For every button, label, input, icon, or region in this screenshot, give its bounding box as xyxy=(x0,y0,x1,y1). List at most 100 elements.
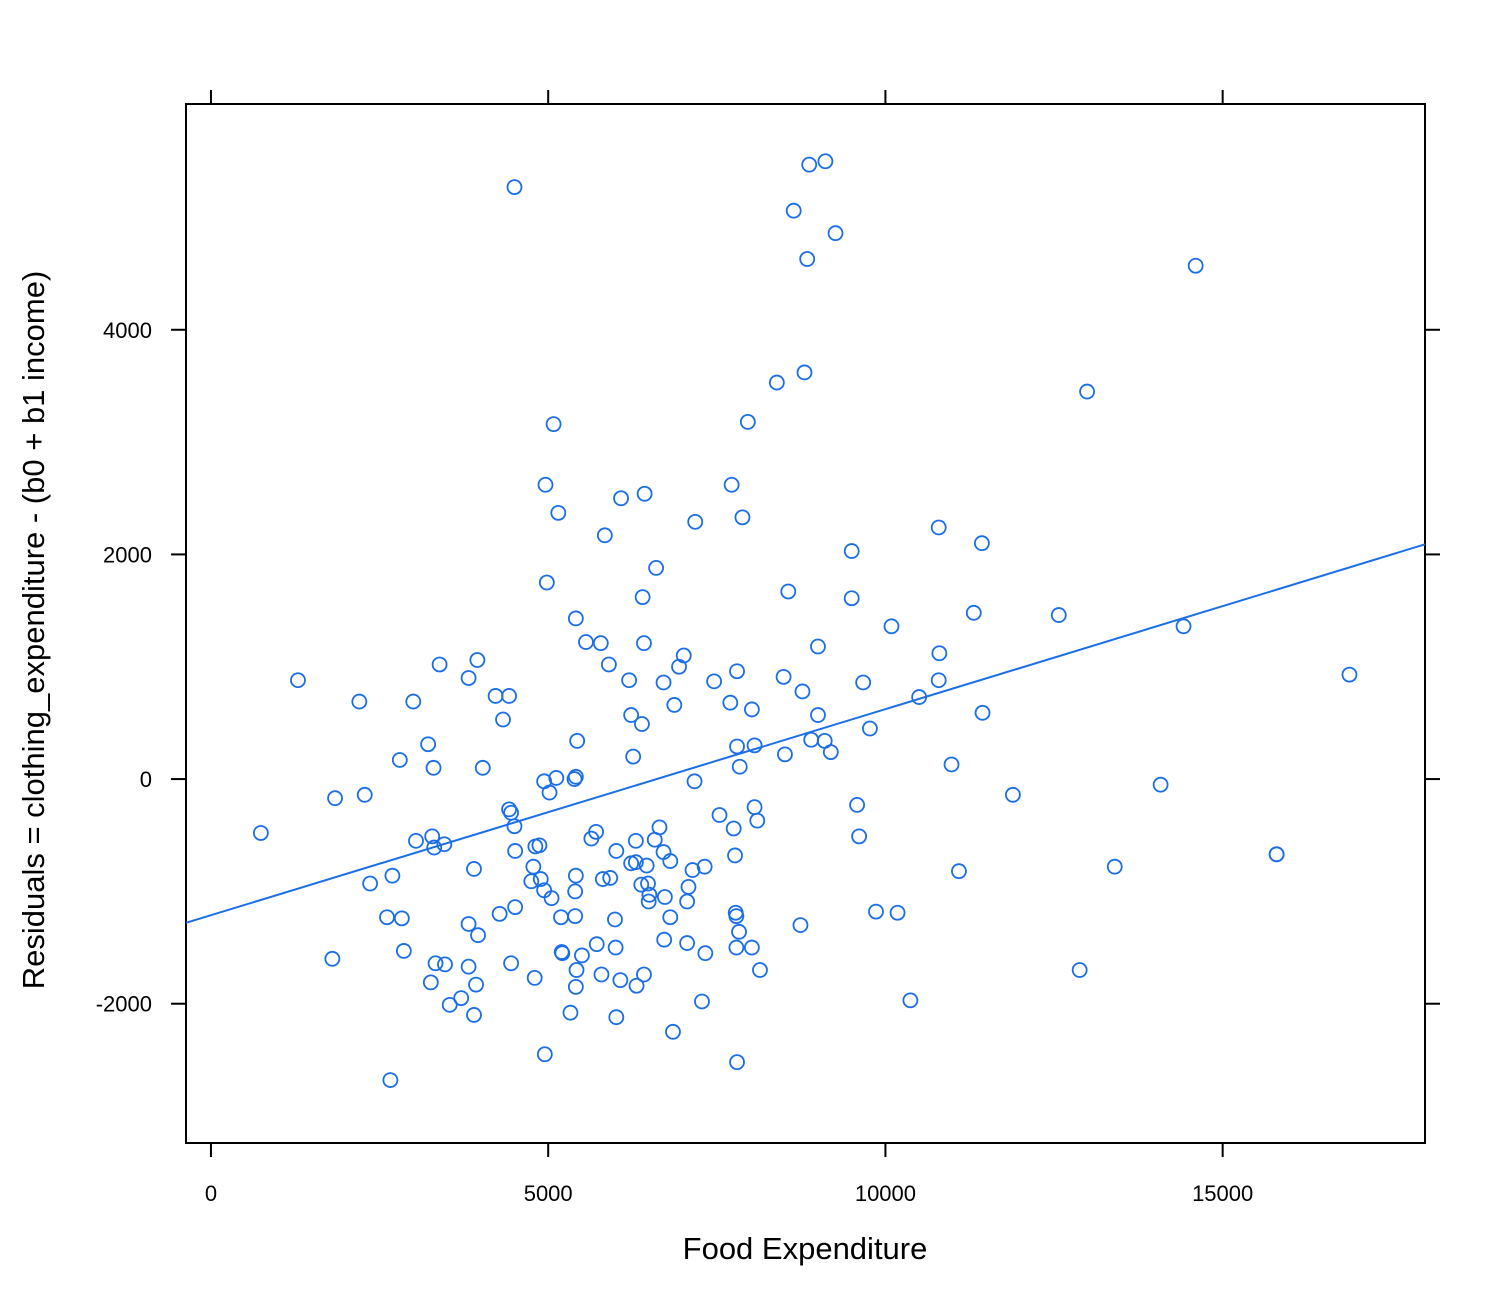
data-point xyxy=(640,893,657,910)
data-point xyxy=(594,871,611,887)
data-point xyxy=(656,931,673,948)
data-point xyxy=(633,876,650,893)
data-point xyxy=(568,962,585,978)
data-point xyxy=(799,251,816,267)
data-point xyxy=(843,590,860,607)
data-point xyxy=(862,720,878,737)
data-point xyxy=(441,996,458,1013)
data-point xyxy=(729,1054,745,1071)
data-point xyxy=(437,956,453,973)
regression-line xyxy=(185,543,1426,924)
data-point xyxy=(506,818,523,835)
data-point xyxy=(843,543,860,559)
data-point xyxy=(501,688,517,704)
data-point xyxy=(1050,607,1067,623)
data-point xyxy=(965,604,982,621)
data-point xyxy=(930,519,947,536)
data-point xyxy=(607,939,624,956)
data-point xyxy=(391,752,408,768)
data-point xyxy=(706,673,723,690)
data-point xyxy=(602,870,619,886)
data-point xyxy=(627,832,644,849)
data-point xyxy=(749,812,766,829)
data-point xyxy=(324,950,341,967)
data-point xyxy=(466,1007,482,1023)
x-tick-label: 0 xyxy=(205,1181,217,1206)
data-point xyxy=(436,836,453,853)
data-point xyxy=(810,638,826,655)
data-point xyxy=(593,966,610,983)
data-point xyxy=(796,364,813,381)
data-point xyxy=(671,658,687,675)
data-points xyxy=(252,153,1358,1088)
data-point xyxy=(507,843,524,859)
data-point xyxy=(592,635,609,652)
data-point xyxy=(679,893,696,910)
data-point xyxy=(531,837,548,854)
data-point xyxy=(785,202,802,219)
data-point xyxy=(729,663,745,680)
data-point xyxy=(1175,618,1192,635)
data-point xyxy=(636,485,653,502)
data-point xyxy=(694,993,710,1010)
x-tick-label: 15000 xyxy=(1192,1181,1253,1206)
data-point xyxy=(679,935,696,951)
data-point xyxy=(665,1023,681,1040)
data-point xyxy=(596,527,613,544)
data-point xyxy=(537,476,554,493)
data-point xyxy=(578,634,594,650)
data-point xyxy=(491,905,508,922)
data-point xyxy=(636,635,652,652)
data-point xyxy=(855,674,872,691)
data-point xyxy=(634,589,651,606)
data-point xyxy=(974,704,991,721)
data-point xyxy=(684,862,701,878)
data-point xyxy=(545,416,562,433)
data-point xyxy=(425,759,442,776)
data-point xyxy=(930,672,947,689)
data-point xyxy=(393,910,410,927)
data-point xyxy=(526,969,543,986)
data-point xyxy=(460,916,477,932)
data-point xyxy=(1004,786,1021,803)
axis-ticks: 0 5000 10000 15000 -2000 0 2000 4000 xyxy=(96,90,1440,1206)
data-point xyxy=(469,652,486,668)
data-point xyxy=(746,737,763,754)
data-point xyxy=(680,879,697,895)
data-point xyxy=(574,947,590,964)
data-point xyxy=(612,972,629,989)
data-point xyxy=(666,697,683,713)
data-point xyxy=(931,645,948,662)
data-point xyxy=(424,828,441,845)
data-point xyxy=(541,784,558,801)
data-point xyxy=(356,786,373,803)
data-point xyxy=(973,535,990,552)
data-point xyxy=(1071,962,1088,978)
y-tick-label: 2000 xyxy=(103,542,152,567)
data-point xyxy=(634,716,650,732)
data-point xyxy=(608,1009,625,1026)
data-point xyxy=(474,759,491,776)
data-point xyxy=(523,873,540,890)
data-point xyxy=(722,694,739,711)
data-point xyxy=(327,790,343,807)
data-point xyxy=(562,1004,579,1021)
data-point xyxy=(640,875,656,892)
data-point xyxy=(408,832,424,849)
data-point xyxy=(739,413,756,430)
data-point xyxy=(588,936,605,953)
data-point xyxy=(711,807,728,823)
data-point xyxy=(827,225,844,242)
data-point xyxy=(1106,858,1123,875)
data-point xyxy=(1079,383,1095,400)
data-point xyxy=(849,797,865,813)
data-point xyxy=(687,513,704,530)
data-point xyxy=(351,693,368,710)
data-point xyxy=(252,825,269,841)
data-point xyxy=(636,966,652,983)
data-point xyxy=(638,857,655,874)
data-point xyxy=(792,917,809,933)
data-point xyxy=(460,958,477,975)
y-tick-label: -2000 xyxy=(96,992,152,1017)
